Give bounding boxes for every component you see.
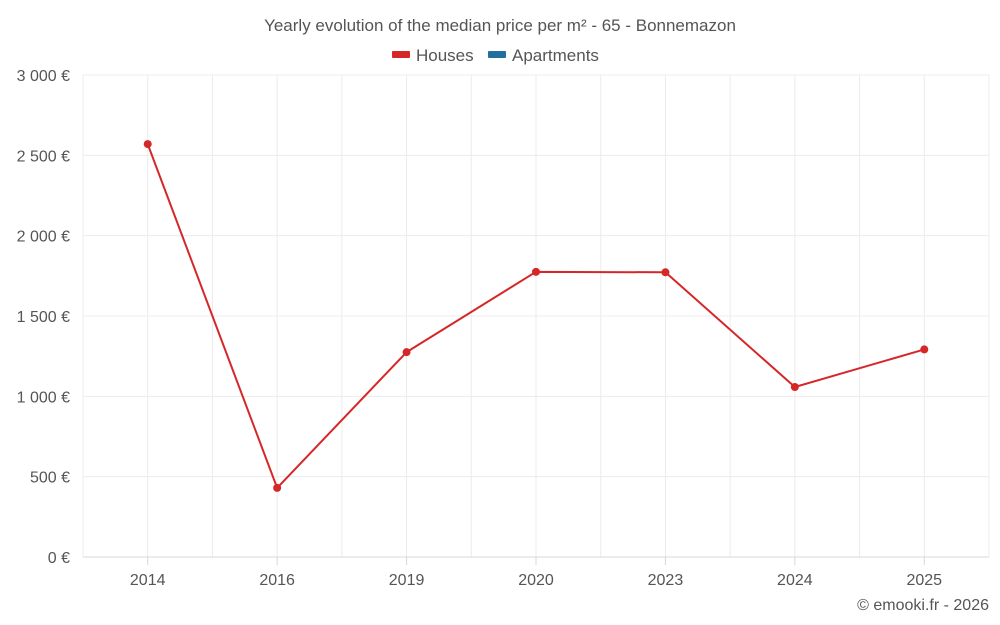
- x-tick-label: 2025: [906, 572, 942, 589]
- legend-label-houses: Houses: [416, 46, 474, 65]
- y-tick-label: 1 500 €: [17, 309, 70, 326]
- data-series: [143, 140, 929, 492]
- gridlines: [82, 74, 990, 558]
- y-tick-label: 1 000 €: [17, 389, 70, 406]
- x-tick-label: 2016: [259, 572, 295, 589]
- credit-text: © emooki.fr - 2026: [857, 597, 989, 614]
- x-tick-label: 2019: [389, 572, 425, 589]
- data-point-houses-2024[interactable]: [790, 383, 799, 392]
- legend-item-apartments[interactable]: Apartments: [488, 46, 599, 65]
- x-tick-label: 2023: [648, 572, 684, 589]
- data-point-houses-2019[interactable]: [402, 348, 411, 357]
- legend-swatch-apartments: [488, 51, 506, 58]
- y-tick-label: 3 000 €: [17, 68, 70, 85]
- chart-title: Yearly evolution of the median price per…: [264, 16, 736, 35]
- data-point-houses-2016[interactable]: [273, 483, 282, 492]
- x-tick-label: 2020: [518, 572, 554, 589]
- y-axis-labels: 0 € 500 € 1 000 € 1 500 € 2 000 € 2 500 € 3 00…: [17, 68, 70, 567]
- data-point-houses-2020[interactable]: [532, 267, 540, 276]
- legend-item-houses[interactable]: Houses: [392, 46, 474, 65]
- data-point-houses-2025[interactable]: [920, 345, 929, 354]
- legend-swatch-houses: [392, 51, 410, 58]
- legend: Houses Apartments: [392, 46, 599, 65]
- legend-label-apartments: Apartments: [512, 46, 599, 65]
- data-point-houses-2014[interactable]: [143, 140, 152, 149]
- y-tick-label: 2 000 €: [17, 229, 70, 246]
- y-tick-label: 0 €: [48, 550, 70, 567]
- y-tick-label: 500 €: [30, 470, 70, 487]
- y-tick-label: 2 500 €: [17, 148, 70, 165]
- x-axis-labels: 2014 2016 2019 2020 2023 2024 2025: [130, 557, 942, 589]
- data-point-houses-2023[interactable]: [661, 268, 670, 277]
- x-tick-label: 2024: [777, 572, 813, 589]
- x-tick-label: 2014: [130, 572, 166, 589]
